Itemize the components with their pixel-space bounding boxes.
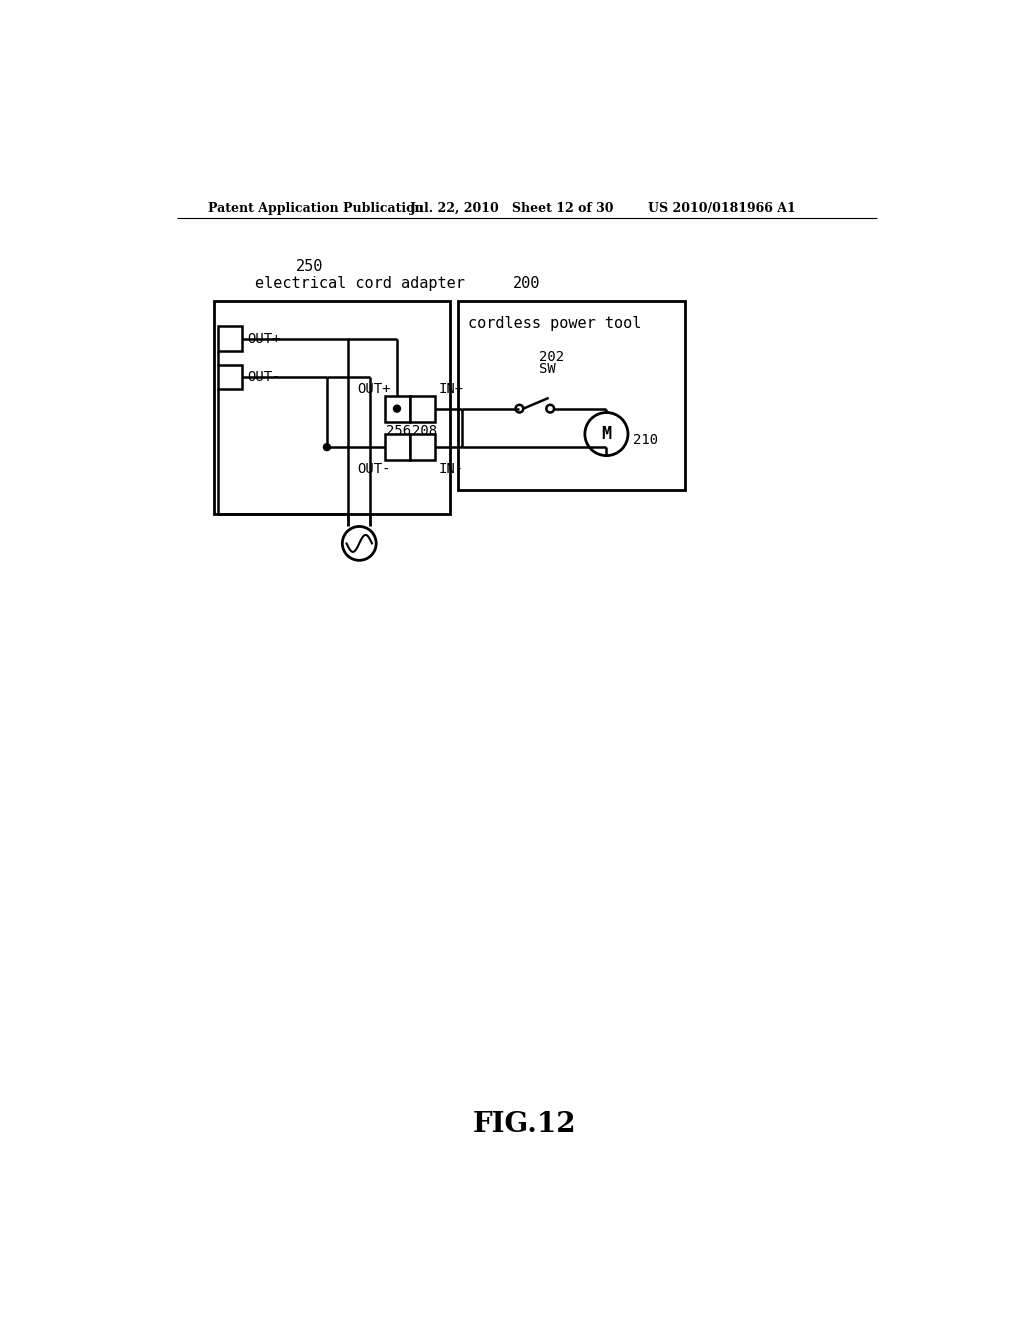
Bar — [217, 326, 243, 351]
Text: 202: 202 — [539, 350, 564, 364]
Text: 250: 250 — [296, 259, 324, 273]
Circle shape — [547, 405, 554, 413]
Bar — [385, 396, 410, 422]
Text: M: M — [601, 425, 611, 444]
Text: electrical cord adapter: electrical cord adapter — [255, 276, 465, 290]
Text: OUT-: OUT- — [357, 462, 391, 477]
Text: 208: 208 — [412, 424, 436, 438]
Circle shape — [324, 444, 331, 450]
Bar — [410, 396, 435, 422]
Circle shape — [393, 405, 400, 412]
Circle shape — [342, 527, 376, 561]
Text: OUT-: OUT- — [247, 370, 281, 384]
Text: cordless power tool: cordless power tool — [468, 317, 641, 331]
Circle shape — [515, 405, 523, 413]
Text: OUT+: OUT+ — [247, 331, 281, 346]
Bar — [410, 434, 435, 461]
Bar — [217, 364, 243, 389]
Text: OUT+: OUT+ — [357, 383, 391, 396]
Bar — [458, 301, 685, 490]
Text: IN-: IN- — [438, 462, 464, 477]
Text: 210: 210 — [633, 433, 657, 447]
Text: US 2010/0181966 A1: US 2010/0181966 A1 — [648, 202, 796, 215]
Bar — [385, 434, 410, 461]
Text: Jul. 22, 2010   Sheet 12 of 30: Jul. 22, 2010 Sheet 12 of 30 — [410, 202, 614, 215]
Bar — [214, 301, 451, 515]
Text: SW: SW — [539, 363, 555, 376]
Text: FIG.12: FIG.12 — [473, 1111, 577, 1138]
Text: Patent Application Publication: Patent Application Publication — [208, 202, 423, 215]
Circle shape — [585, 413, 628, 455]
Text: IN+: IN+ — [438, 383, 464, 396]
Text: 256: 256 — [386, 424, 412, 438]
Text: 200: 200 — [513, 276, 541, 290]
